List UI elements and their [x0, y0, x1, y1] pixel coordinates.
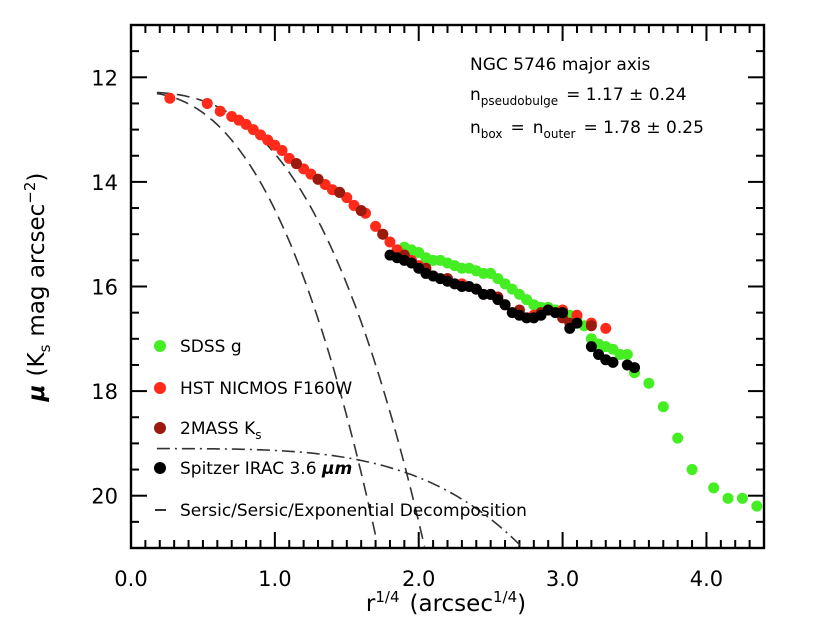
x-tick-labels: 0.0 1.0 2.0 3.0 4.0: [114, 567, 723, 591]
y-tick-label: 18: [91, 380, 118, 404]
point-hst-nicmos-f160w: [276, 145, 288, 157]
legend-label-decomposition: Sersic/Sersic/Exponential Decomposition: [180, 501, 527, 521]
y-tick-label: 14: [91, 171, 118, 195]
legend-item-hst: HST NICMOS F160W: [154, 379, 352, 399]
model-curve-exponential: [156, 447, 522, 547]
point-spitzer-irac-3-6-m: [585, 341, 597, 353]
point-sdss-g: [708, 482, 720, 494]
model-curve-box: [156, 91, 426, 547]
legend-marker-hst: [154, 382, 166, 394]
axis-ticks: [130, 25, 765, 549]
point-hst-nicmos-f160w: [214, 105, 226, 117]
model-curve-pseudobulge: [156, 92, 378, 542]
legend-item-sdss-g: SDSS g: [154, 337, 242, 357]
annotation-n-pseudobulge: npseudobulge = 1.17 ± 0.24: [470, 85, 687, 108]
legend-marker-2mass: [154, 422, 166, 434]
point-sdss-g: [722, 492, 734, 504]
legend-label-spitzer: Spitzer IRAC 3.6 μm: [180, 459, 352, 479]
model-curves: [156, 91, 522, 547]
y-tick-label: 12: [91, 66, 118, 90]
point-2mass-ks: [355, 205, 367, 217]
point-sdss-g: [657, 401, 669, 413]
point-sdss-g: [751, 500, 763, 512]
point-hst-nicmos-f160w: [571, 309, 583, 321]
legend-label-2mass: 2MASS Ks: [180, 419, 262, 442]
point-sdss-g: [736, 492, 748, 504]
y-tick-label: 20: [91, 485, 118, 509]
point-hst-nicmos-f160w: [370, 220, 382, 232]
annotation-title: NGC 5746 major axis: [470, 55, 651, 75]
y-axis-title: μ(Ksmag arcsec−2): [21, 173, 54, 403]
point-2mass-ks: [312, 173, 324, 185]
point-2mass-ks: [377, 228, 389, 240]
x-tick-label: 3.0: [546, 567, 579, 591]
point-sdss-g: [672, 432, 684, 444]
x-tick-label: 2.0: [402, 567, 435, 591]
point-hst-nicmos-f160w: [600, 322, 612, 334]
legend-label-hst: HST NICMOS F160W: [180, 379, 352, 399]
y-tick-label: 16: [91, 276, 118, 300]
legend-marker-sdss-g: [154, 340, 166, 352]
point-2mass-ks: [290, 158, 302, 170]
annotation: NGC 5746 major axis npseudobulge = 1.17 ±…: [470, 55, 704, 141]
x-tick-label: 1.0: [258, 567, 291, 591]
legend-item-spitzer: Spitzer IRAC 3.6 μm: [154, 459, 352, 479]
legend-marker-spitzer: [154, 462, 166, 474]
point-sdss-g: [686, 464, 698, 476]
x-axis-title: r1/4 (arcsec1/4): [366, 588, 526, 617]
point-spitzer-irac-3-6-m: [557, 307, 569, 319]
legend-label-sdss-g: SDSS g: [180, 337, 242, 357]
point-hst-nicmos-f160w: [201, 97, 213, 109]
legend-item-decomposition: Sersic/Sersic/Exponential Decomposition: [155, 501, 527, 521]
point-spitzer-irac-3-6-m: [499, 299, 511, 311]
point-hst-nicmos-f160w: [384, 236, 396, 248]
point-spitzer-irac-3-6-m: [607, 356, 619, 368]
point-sdss-g: [643, 377, 655, 389]
point-2mass-ks: [585, 320, 597, 332]
point-hst-nicmos-f160w: [164, 92, 176, 104]
plot-frame: [129, 23, 766, 550]
x-tick-label: 0.0: [114, 567, 147, 591]
legend-item-2mass: 2MASS Ks: [154, 419, 262, 442]
legend: SDSS g HST NICMOS F160W 2MASS Ks Spitzer…: [154, 337, 527, 521]
y-tick-labels: 12 14 16 18 20: [91, 66, 118, 508]
point-spitzer-irac-3-6-m: [629, 362, 641, 374]
annotation-n-box-outer: nbox = nouter = 1.78 ± 0.25: [470, 118, 704, 141]
x-tick-label: 4.0: [690, 567, 723, 591]
point-sdss-g: [621, 348, 633, 360]
data-points: [164, 92, 763, 512]
point-2mass-ks: [334, 186, 346, 198]
point-spitzer-irac-3-6-m: [571, 317, 583, 329]
